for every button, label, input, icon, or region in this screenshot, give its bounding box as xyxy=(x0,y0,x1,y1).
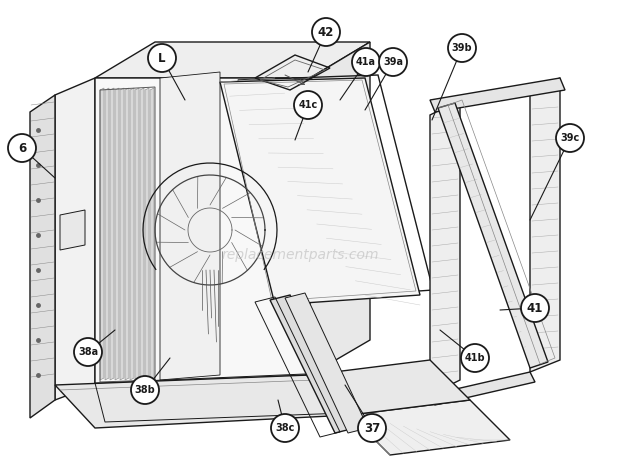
Circle shape xyxy=(379,48,407,76)
Polygon shape xyxy=(430,100,460,395)
Text: 39a: 39a xyxy=(383,57,403,67)
Circle shape xyxy=(556,124,584,152)
Polygon shape xyxy=(220,78,420,305)
Text: 41c: 41c xyxy=(298,100,317,110)
Polygon shape xyxy=(110,88,114,380)
Text: 42: 42 xyxy=(318,25,334,39)
Circle shape xyxy=(8,134,36,162)
Circle shape xyxy=(271,414,299,442)
Polygon shape xyxy=(55,78,95,400)
Circle shape xyxy=(461,344,489,372)
Text: 38a: 38a xyxy=(78,347,98,357)
Text: 39b: 39b xyxy=(452,43,472,53)
Text: 37: 37 xyxy=(364,422,380,434)
Polygon shape xyxy=(150,88,154,380)
Polygon shape xyxy=(430,78,565,112)
Polygon shape xyxy=(100,88,104,380)
Circle shape xyxy=(131,376,159,404)
Polygon shape xyxy=(430,372,535,405)
Polygon shape xyxy=(115,88,119,380)
Text: 38c: 38c xyxy=(275,423,294,433)
Polygon shape xyxy=(130,88,134,380)
Text: 39c: 39c xyxy=(560,133,580,143)
Polygon shape xyxy=(55,375,350,428)
Text: 41a: 41a xyxy=(356,57,376,67)
Circle shape xyxy=(521,294,549,322)
Polygon shape xyxy=(125,88,129,380)
Polygon shape xyxy=(530,78,560,372)
Text: replacementparts.com: replacementparts.com xyxy=(221,248,379,262)
Text: 41: 41 xyxy=(527,301,543,314)
Polygon shape xyxy=(285,293,368,433)
Text: 6: 6 xyxy=(18,141,26,155)
Polygon shape xyxy=(95,78,310,385)
Polygon shape xyxy=(30,95,55,418)
Circle shape xyxy=(358,414,386,442)
Circle shape xyxy=(312,18,340,46)
Polygon shape xyxy=(60,210,85,250)
Polygon shape xyxy=(160,72,220,380)
Polygon shape xyxy=(140,88,144,380)
Circle shape xyxy=(448,34,476,62)
Circle shape xyxy=(294,91,322,119)
Text: 38b: 38b xyxy=(135,385,156,395)
Circle shape xyxy=(148,44,176,72)
Circle shape xyxy=(74,338,102,366)
Polygon shape xyxy=(438,103,548,368)
Polygon shape xyxy=(105,88,109,380)
Polygon shape xyxy=(310,42,370,375)
Polygon shape xyxy=(350,400,510,455)
Polygon shape xyxy=(135,88,139,380)
Text: 41b: 41b xyxy=(464,353,485,363)
Polygon shape xyxy=(95,42,370,78)
Polygon shape xyxy=(120,88,124,380)
Polygon shape xyxy=(270,295,355,433)
Circle shape xyxy=(352,48,380,76)
Polygon shape xyxy=(145,88,149,380)
Text: L: L xyxy=(158,52,166,64)
Polygon shape xyxy=(310,360,470,415)
